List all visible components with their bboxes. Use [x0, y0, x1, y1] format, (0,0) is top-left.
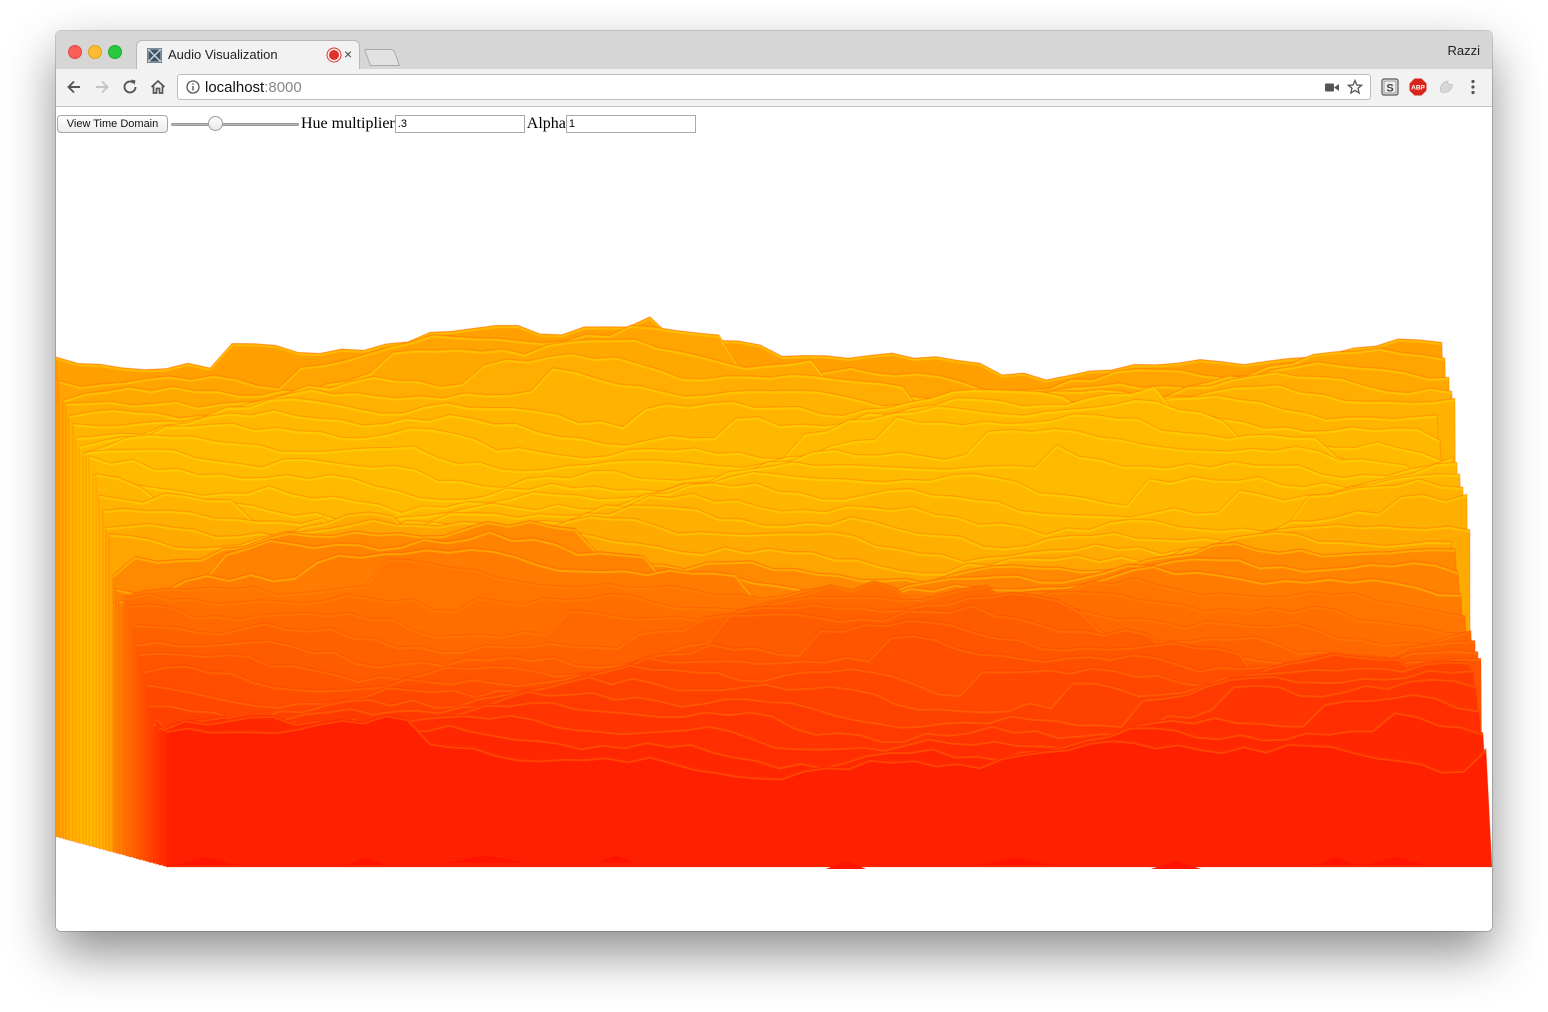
spectrum-base-spike: [981, 857, 1051, 865]
bookmark-star-icon[interactable]: [1347, 79, 1363, 95]
spectrum-ridge: [85, 429, 1451, 491]
svg-text:ABP: ABP: [1411, 85, 1425, 92]
alpha-label: Alpha: [526, 115, 566, 132]
back-arrow-icon[interactable]: [64, 77, 84, 97]
spectrum-ridge: [148, 661, 1470, 723]
forward-arrow-icon[interactable]: [92, 77, 112, 97]
slider-track[interactable]: [171, 123, 299, 126]
spectrogram-visualization: [56, 316, 1492, 869]
window-maximize-button[interactable]: [108, 45, 122, 59]
spectrum-base-spike: [826, 861, 866, 869]
menu-kebab-icon[interactable]: [1464, 78, 1482, 96]
spectrum-ridge: [115, 531, 1459, 601]
spectrum-ridge: [152, 669, 1474, 734]
spectrum-base-spike: [1366, 857, 1426, 865]
slider-thumb[interactable]: [208, 116, 223, 131]
spectrum-ridge: [88, 445, 1454, 503]
tab-title: Audio Visualization: [168, 47, 278, 62]
url-port: :8000: [264, 79, 302, 96]
spectrum-base-spike: [176, 857, 236, 865]
spectrum-ridge: [56, 317, 1443, 383]
record-icon: [329, 50, 339, 60]
info-icon[interactable]: [186, 80, 200, 94]
extension-icon[interactable]: [1437, 78, 1455, 96]
spectrum-ridge: [78, 400, 1444, 464]
new-tab-button[interactable]: [363, 49, 401, 66]
spectrum-ridge: [95, 474, 1461, 526]
tab-audio-visualization[interactable]: Audio Visualization ×: [136, 40, 360, 69]
hue-multiplier-label: Hue multiplier: [301, 115, 395, 132]
slider[interactable]: [171, 115, 299, 133]
url-text[interactable]: localhost:8000: [205, 79, 302, 96]
browser-toolbar: localhost:8000 S ABP: [56, 69, 1492, 107]
spectrum-ridge: [135, 605, 1479, 672]
controls-bar: View Time Domain Hue multiplier Alpha: [57, 113, 696, 135]
hue-multiplier-input[interactable]: [394, 115, 525, 133]
spectrum-base-spike: [596, 855, 636, 863]
stylish-icon[interactable]: S: [1381, 78, 1399, 96]
spectrum-ridge: [72, 390, 1438, 430]
spectrum-ridge: [128, 586, 1472, 647]
spectrum-base-spike: [446, 855, 526, 863]
browser-window: Audio Visualization × Razzi localh: [56, 31, 1492, 931]
spectrum-ridge: [112, 521, 1456, 586]
reload-icon[interactable]: [120, 77, 140, 97]
spectrum-ridge: [165, 715, 1487, 781]
tab-close-button[interactable]: ×: [344, 46, 353, 62]
spectrum-ridge: [142, 635, 1464, 693]
spectrum-base-spike: [1151, 861, 1201, 869]
home-icon[interactable]: [148, 77, 168, 97]
spectrum-ridge: [92, 463, 1458, 516]
page-content: View Time Domain Hue multiplier Alpha: [56, 107, 1492, 931]
svg-text:S: S: [1386, 83, 1393, 95]
spectrum-ridge: [132, 592, 1476, 660]
profile-name[interactable]: Razzi: [1447, 43, 1480, 58]
spectrum-ridge: [68, 368, 1456, 421]
spectrum-row: [165, 713, 1492, 868]
app-favicon-icon: [147, 48, 162, 63]
url-host: localhost: [205, 79, 265, 96]
spectrum-ridge: [108, 519, 1452, 576]
window-close-button[interactable]: [68, 45, 82, 59]
camera-icon[interactable]: [1325, 82, 1339, 93]
spectrum-base-spike: [1316, 857, 1356, 865]
spectrum-ridge: [65, 354, 1453, 418]
spectrum-ridge: [125, 581, 1469, 636]
view-time-domain-button[interactable]: View Time Domain: [57, 115, 168, 133]
alpha-input[interactable]: [565, 115, 696, 133]
adblock-plus-icon[interactable]: ABP: [1409, 78, 1427, 96]
window-minimize-button[interactable]: [88, 45, 102, 59]
tab-strip: Audio Visualization × Razzi: [56, 31, 1492, 69]
address-bar[interactable]: localhost:8000: [177, 74, 1371, 100]
spectrum-base-spike: [346, 857, 386, 865]
spectrum-ridge: [122, 559, 1466, 619]
